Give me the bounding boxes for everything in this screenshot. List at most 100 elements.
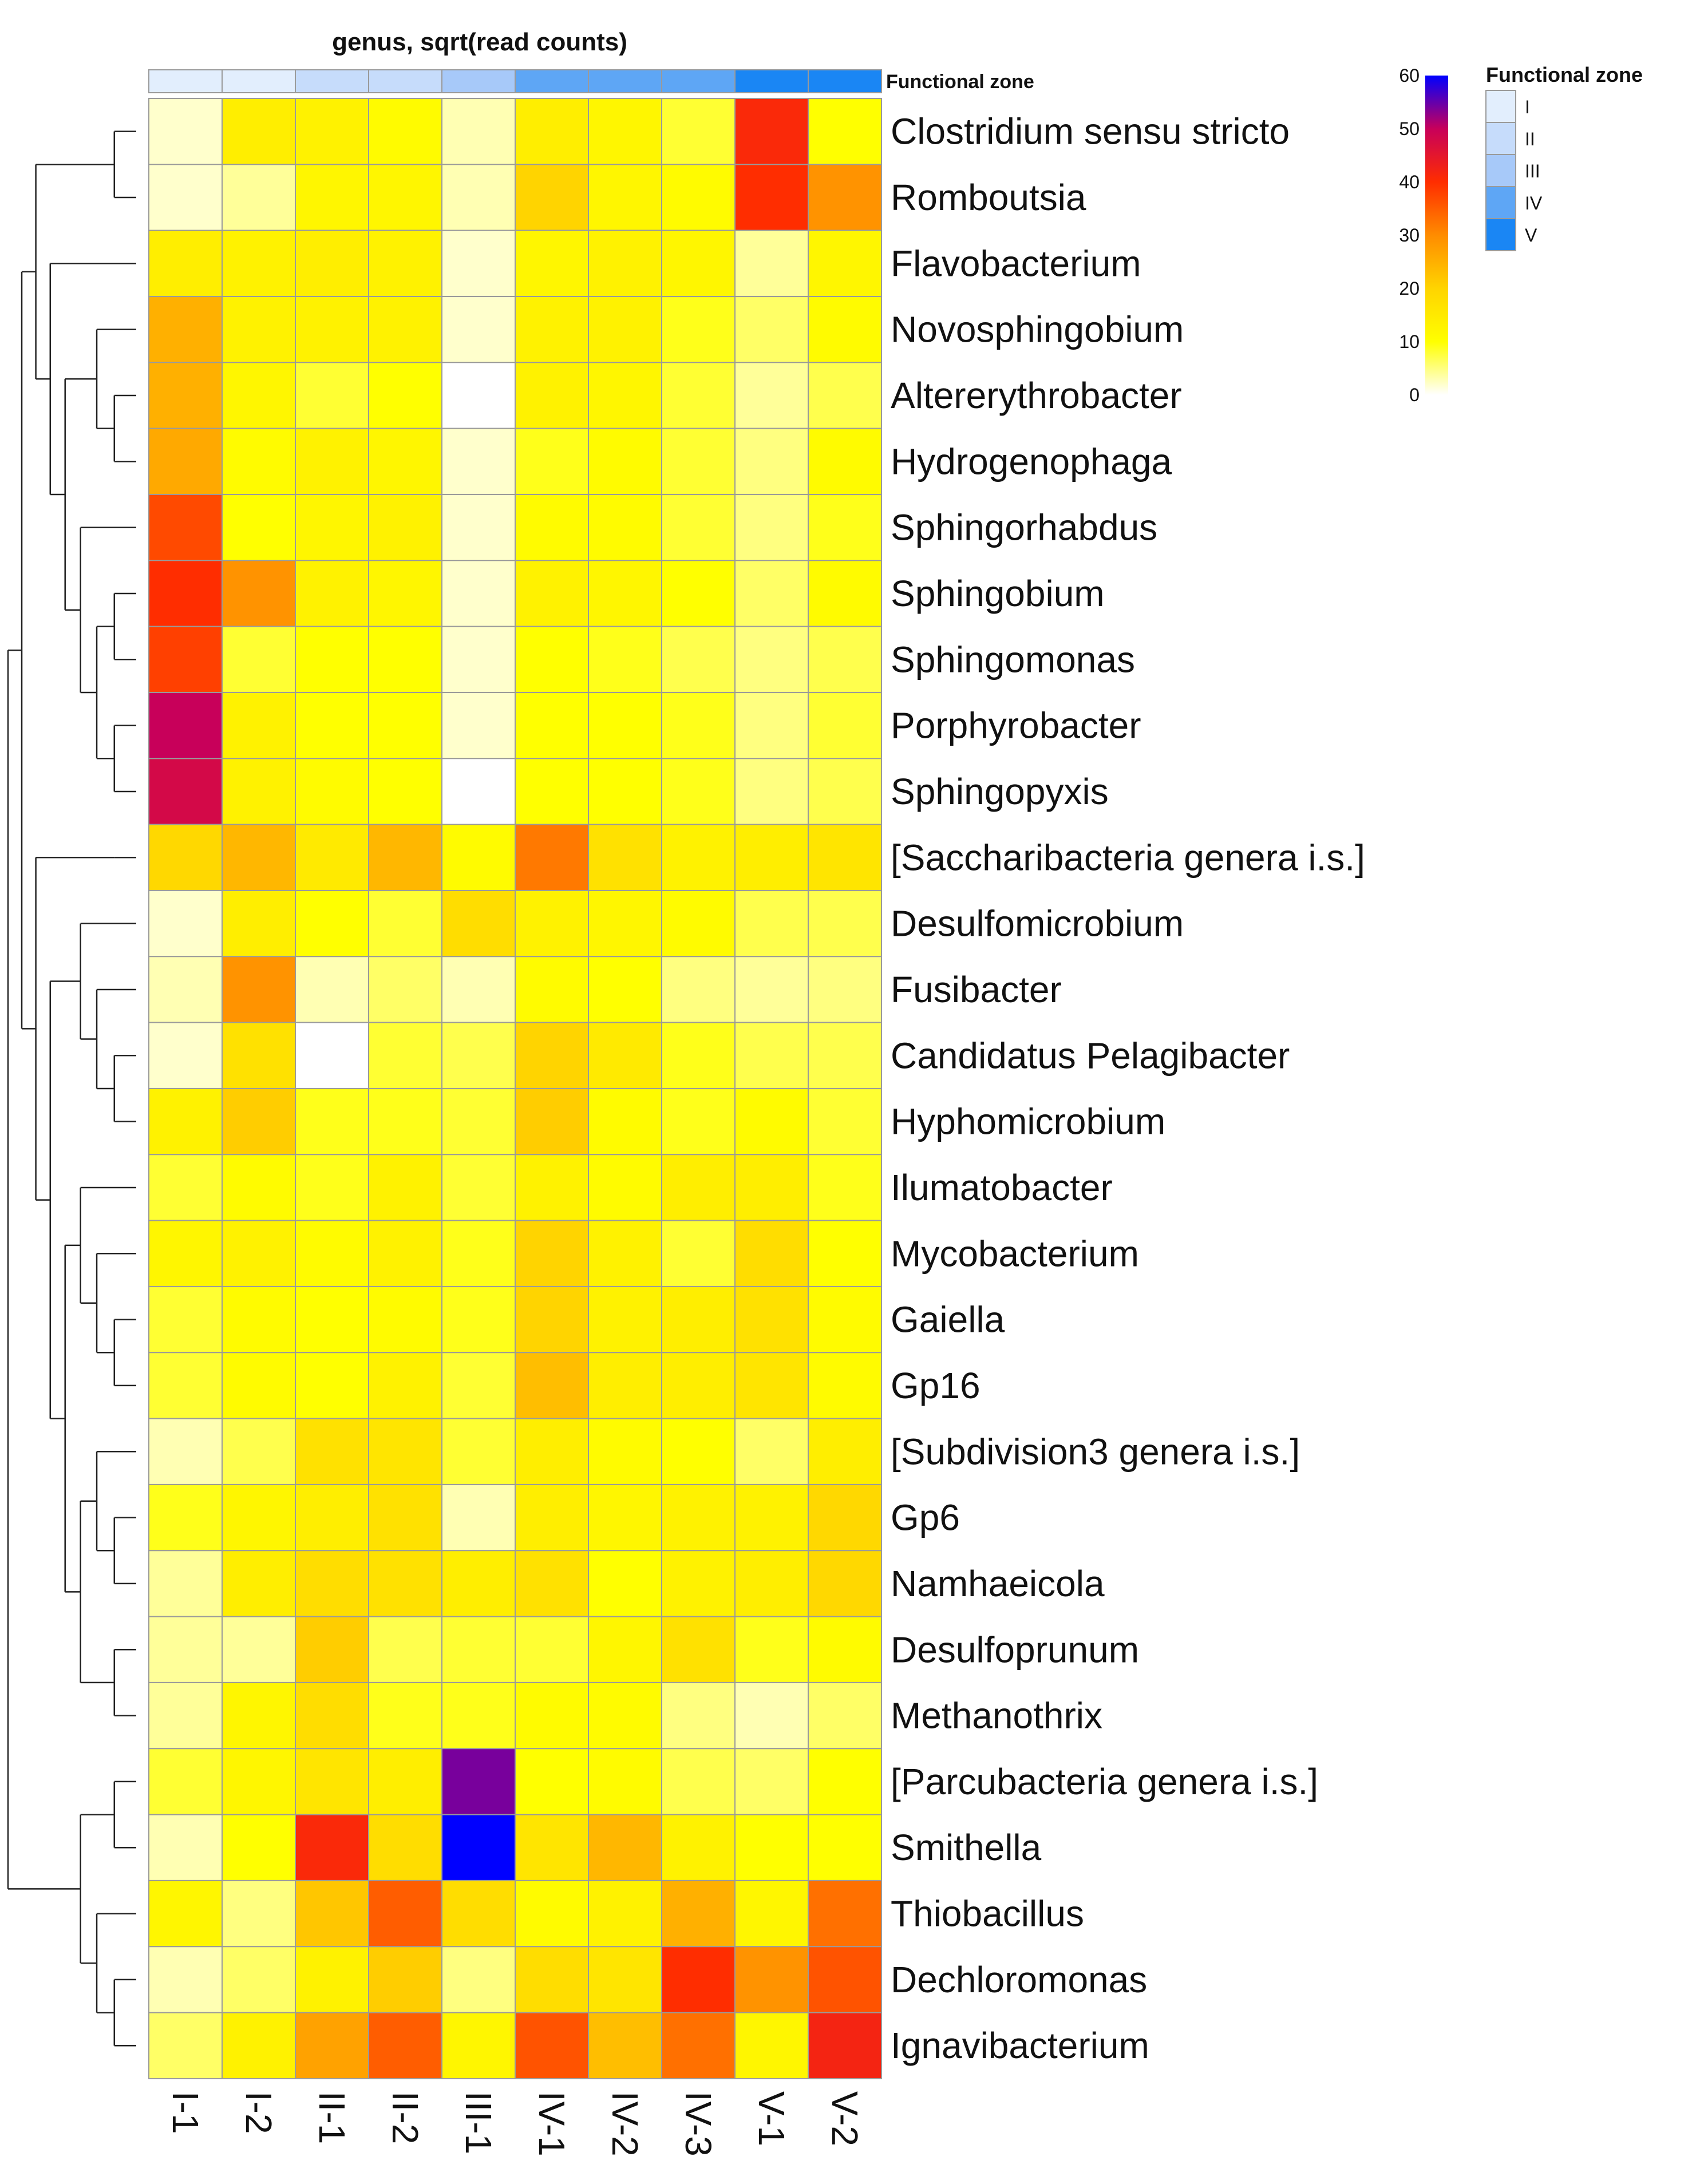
row-label-sphingomonas: Sphingomonas xyxy=(891,639,1135,680)
heatmap-cell-sphingorhabdus-iv-2 xyxy=(588,493,662,561)
heatmap-cell-methanothrix-v-2 xyxy=(808,1681,882,1750)
heatmap-cell-ilumatobacter-iv-3 xyxy=(661,1154,736,1221)
heatmap-cell-novosphingobium-ii-1 xyxy=(295,295,369,363)
heatmap-cell-mycobacterium-v-1 xyxy=(734,1220,809,1287)
row-label-namhaeicola: Namhaeicola xyxy=(891,1563,1105,1604)
heatmap-cell-ignavibacterium-ii-2 xyxy=(368,2012,442,2079)
heatmap-cell-dechloromonas-ii-1 xyxy=(295,1946,369,2013)
heatmap-cell-gp16-iv-3 xyxy=(661,1352,736,1419)
heatmap-cell-sphingopyxis-iv-1 xyxy=(515,758,589,825)
column-label-ii-1: II-1 xyxy=(311,2091,353,2144)
heatmap-cell-hyphomicrobium-i-2 xyxy=(222,1087,296,1156)
heatmap-cell-parcubacteria-genera-i-s-iii-1 xyxy=(441,1748,516,1815)
heatmap-cell-saccharibacteria-genera-i-s-v-2 xyxy=(808,824,882,891)
column-label-iii-1: III-1 xyxy=(458,2091,499,2154)
heatmap-cell-mycobacterium-iv-1 xyxy=(515,1220,589,1287)
heatmap-cell-mycobacterium-ii-2 xyxy=(368,1220,442,1287)
heatmap-cell-mycobacterium-iv-2 xyxy=(588,1220,662,1287)
heatmap-cell-saccharibacteria-genera-i-s-iv-1 xyxy=(515,824,589,891)
heatmap-cell-desulfoprunum-iv-3 xyxy=(661,1616,736,1683)
heatmap-cell-sphingobium-iv-2 xyxy=(588,560,662,627)
heatmap-cell-flavobacterium-i-2 xyxy=(222,230,296,297)
heatmap-cell-desulfomicrobium-iii-1 xyxy=(441,889,516,958)
heatmap-cell-fusibacter-v-1 xyxy=(734,956,809,1023)
heatmap-cell-sphingobium-iv-3 xyxy=(661,560,736,627)
row-label-novosphingobium: Novosphingobium xyxy=(891,309,1184,350)
heatmap-cell-romboutsia-ii-2 xyxy=(368,164,442,231)
heatmap-cells xyxy=(148,98,882,2079)
heatmap-cell-subdivision3-genera-i-s-v-1 xyxy=(734,1418,809,1485)
heatmap-cell-sphingobium-iii-1 xyxy=(441,560,516,627)
heatmap-cell-ignavibacterium-i-1 xyxy=(148,2012,223,2079)
color-scale-tick-60: 60 xyxy=(1399,65,1420,86)
heatmap-cell-desulfoprunum-ii-1 xyxy=(295,1616,369,1683)
heatmap-cell-flavobacterium-iv-1 xyxy=(515,230,589,297)
heatmap-cell-sphingobium-i-2 xyxy=(222,560,296,627)
row-label-desulfomicrobium: Desulfomicrobium xyxy=(891,903,1184,944)
heatmap-cell-ignavibacterium-iii-1 xyxy=(441,2012,516,2079)
heatmap-cell-subdivision3-genera-i-s-ii-1 xyxy=(295,1418,369,1485)
color-scale-tick-30: 30 xyxy=(1399,225,1420,246)
heatmap-cell-romboutsia-i-2 xyxy=(222,164,296,231)
heatmap-cell-hydrogenophaga-iii-1 xyxy=(441,428,516,495)
heatmap-cell-sphingopyxis-v-1 xyxy=(734,758,809,825)
heatmap-cell-thiobacillus-i-1 xyxy=(148,1880,223,1948)
heatmap-cell-altererythrobacter-v-2 xyxy=(808,362,882,429)
heatmap-cell-flavobacterium-ii-1 xyxy=(295,230,369,297)
heatmap-cell-sphingorhabdus-iv-1 xyxy=(515,493,589,561)
heatmap-cell-clostridium-sensu-stricto-ii-2 xyxy=(368,98,442,165)
heatmap-cell-dechloromonas-v-2 xyxy=(808,1946,882,2013)
row-label-gaiella: Gaiella xyxy=(891,1299,1005,1340)
heatmap-cell-gaiella-ii-1 xyxy=(295,1285,369,1354)
color-scale-tick-20: 20 xyxy=(1399,278,1420,299)
functional-zone-swatch-iii xyxy=(1485,154,1516,187)
heatmap-cell-dechloromonas-iv-3 xyxy=(661,1946,736,2013)
heatmap-cell-porphyrobacter-ii-1 xyxy=(295,691,369,759)
heatmap-cell-sphingomonas-ii-1 xyxy=(295,626,369,693)
heatmap-cell-sphingopyxis-i-2 xyxy=(222,758,296,825)
heatmap-cell-sphingorhabdus-ii-1 xyxy=(295,493,369,561)
heatmap-cell-dechloromonas-iv-2 xyxy=(588,1946,662,2013)
heatmap-cell-smithella-iv-2 xyxy=(588,1814,662,1881)
heatmap-cell-porphyrobacter-i-1 xyxy=(148,691,223,759)
heatmap-cell-hyphomicrobium-iv-1 xyxy=(515,1087,589,1156)
row-label-smithella: Smithella xyxy=(891,1827,1042,1868)
heatmap-cell-desulfoprunum-i-1 xyxy=(148,1616,223,1683)
heatmap-cell-hyphomicrobium-iii-1 xyxy=(441,1087,516,1156)
heatmap-cell-romboutsia-iii-1 xyxy=(441,164,516,231)
heatmap-cell-namhaeicola-iv-2 xyxy=(588,1550,662,1617)
heatmap-cell-candidatus-pelagibacter-i-2 xyxy=(222,1022,296,1089)
heatmap-cell-sphingopyxis-v-2 xyxy=(808,758,882,825)
heatmap-cell-sphingopyxis-iv-2 xyxy=(588,758,662,825)
column-label-v-1: V-1 xyxy=(751,2091,792,2146)
heatmap-cell-gaiella-iv-2 xyxy=(588,1285,662,1354)
functional-zone-swatch-iv xyxy=(1485,186,1516,219)
row-label-candidatus-pelagibacter: Candidatus Pelagibacter xyxy=(891,1035,1290,1076)
row-dendrogram xyxy=(7,130,136,2047)
heatmap-cell-romboutsia-iv-2 xyxy=(588,164,662,231)
heatmap-cell-flavobacterium-v-1 xyxy=(734,230,809,297)
heatmap-cell-clostridium-sensu-stricto-iii-1 xyxy=(441,98,516,165)
annotation-cell-v-2 xyxy=(808,69,882,93)
heatmap-cell-dechloromonas-iv-1 xyxy=(515,1946,589,2013)
heatmap-cell-romboutsia-ii-1 xyxy=(295,164,369,231)
heatmap-cell-fusibacter-iv-2 xyxy=(588,956,662,1023)
heatmap-cell-hydrogenophaga-v-1 xyxy=(734,428,809,495)
heatmap-cell-dechloromonas-i-1 xyxy=(148,1946,223,2013)
heatmap-cell-mycobacterium-iv-3 xyxy=(661,1220,736,1287)
row-label-fusibacter: Fusibacter xyxy=(891,969,1062,1010)
heatmap-cell-hydrogenophaga-iv-2 xyxy=(588,428,662,495)
heatmap-cell-saccharibacteria-genera-i-s-i-1 xyxy=(148,824,223,891)
heatmap-cell-gp16-iv-1 xyxy=(515,1352,589,1419)
heatmap-cell-ilumatobacter-i-1 xyxy=(148,1154,223,1221)
heatmap-cell-gp6-iv-2 xyxy=(588,1483,662,1552)
heatmap-cell-thiobacillus-iv-1 xyxy=(515,1880,589,1948)
heatmap-cell-thiobacillus-iv-2 xyxy=(588,1880,662,1948)
heatmap-cell-namhaeicola-ii-2 xyxy=(368,1550,442,1617)
heatmap-cell-novosphingobium-i-1 xyxy=(148,295,223,363)
heatmap-cell-subdivision3-genera-i-s-iii-1 xyxy=(441,1418,516,1485)
heatmap-cell-porphyrobacter-i-2 xyxy=(222,691,296,759)
color-scale-tick-40: 40 xyxy=(1399,172,1420,192)
heatmap-cell-ilumatobacter-ii-1 xyxy=(295,1154,369,1221)
